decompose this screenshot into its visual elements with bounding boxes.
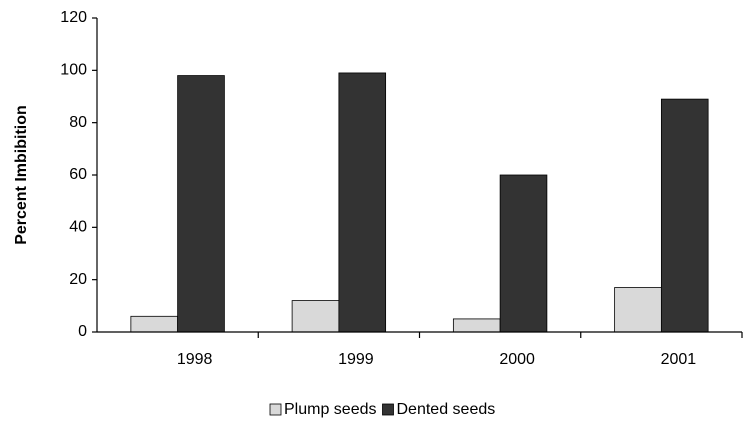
bar — [614, 287, 662, 333]
y-tick-label: 20 — [69, 271, 87, 288]
x-tick-label: 1999 — [338, 351, 374, 368]
bar — [291, 300, 340, 333]
y-tick-label: 40 — [69, 219, 87, 236]
legend-swatch — [269, 403, 282, 416]
x-tick-label: 2000 — [499, 351, 535, 368]
bar — [130, 315, 179, 333]
y-tick-label: 60 — [69, 166, 87, 183]
y-tick-label: 100 — [60, 62, 87, 79]
y-tick-label: 120 — [60, 9, 87, 26]
bar — [177, 75, 225, 333]
bar — [499, 174, 548, 333]
y-tick-label: 0 — [78, 323, 87, 340]
legend-swatch — [382, 403, 394, 416]
y-axis-label: Percent Imbibition — [13, 105, 30, 245]
x-tick-label: 1998 — [177, 351, 213, 368]
legend-label: Dented seeds — [397, 401, 496, 418]
bar — [338, 72, 387, 333]
y-tick-label: 80 — [69, 114, 87, 131]
bar — [452, 318, 501, 333]
bar — [660, 98, 709, 333]
x-tick-label: 2001 — [661, 351, 697, 368]
legend-label: Plump seeds — [284, 401, 377, 418]
